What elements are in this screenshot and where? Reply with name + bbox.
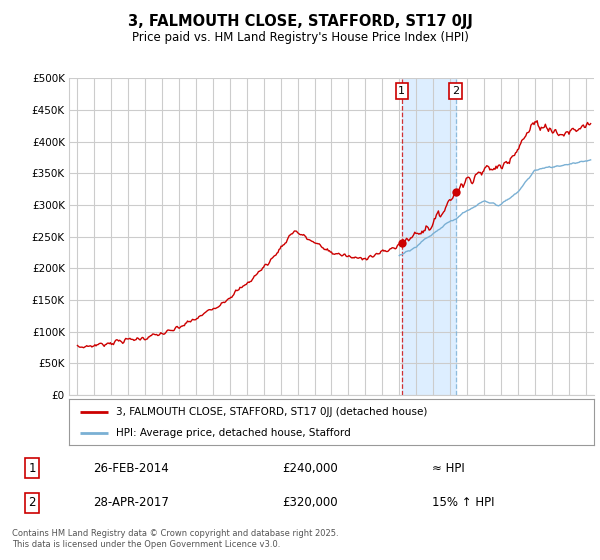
Bar xyxy=(402,78,455,395)
Text: 1: 1 xyxy=(28,461,36,475)
Text: 3, FALMOUTH CLOSE, STAFFORD, ST17 0JJ (detached house): 3, FALMOUTH CLOSE, STAFFORD, ST17 0JJ (d… xyxy=(116,407,428,417)
Text: 15% ↑ HPI: 15% ↑ HPI xyxy=(433,496,495,510)
Text: 1: 1 xyxy=(398,86,405,96)
Text: £320,000: £320,000 xyxy=(283,496,338,510)
Text: ≈ HPI: ≈ HPI xyxy=(433,461,465,475)
Text: Contains HM Land Registry data © Crown copyright and database right 2025.
This d: Contains HM Land Registry data © Crown c… xyxy=(12,529,338,549)
Text: HPI: Average price, detached house, Stafford: HPI: Average price, detached house, Staf… xyxy=(116,428,351,438)
Text: 2: 2 xyxy=(28,496,36,510)
Text: 26-FEB-2014: 26-FEB-2014 xyxy=(92,461,169,475)
Text: 28-APR-2017: 28-APR-2017 xyxy=(92,496,169,510)
Text: 2: 2 xyxy=(452,86,459,96)
Text: Price paid vs. HM Land Registry's House Price Index (HPI): Price paid vs. HM Land Registry's House … xyxy=(131,31,469,44)
Text: £240,000: £240,000 xyxy=(283,461,338,475)
Text: 3, FALMOUTH CLOSE, STAFFORD, ST17 0JJ: 3, FALMOUTH CLOSE, STAFFORD, ST17 0JJ xyxy=(128,14,472,29)
